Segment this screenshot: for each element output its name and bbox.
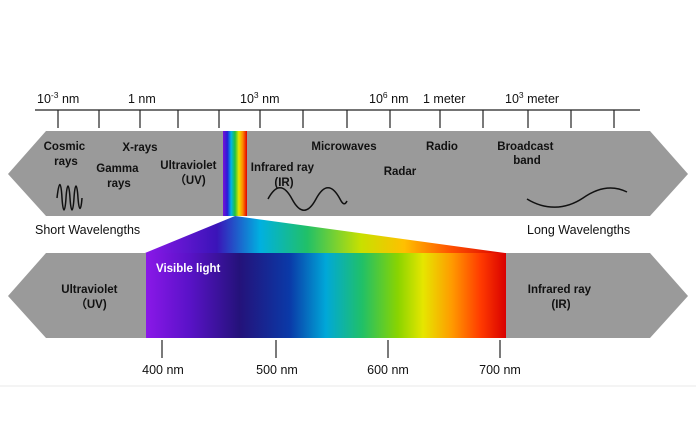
- bottom-label-700nm: 700 nm: [479, 363, 521, 377]
- band-label-x-rays: X-rays: [122, 142, 157, 154]
- short-wave-icon: [56, 183, 83, 211]
- bottom-scale: 400 nm 500 nm 600 nm 700 nm: [142, 340, 521, 377]
- long-wave-icon: [526, 187, 628, 208]
- band-labels: Cosmic rays Gamma rays X-rays Ultraviole…: [44, 141, 556, 190]
- top-tick-label-1e3meter: 103 meter: [505, 90, 559, 106]
- band-label-broadcast-band: Broadcast band: [497, 141, 556, 167]
- long-wavelengths-label: Long Wavelengths: [527, 223, 630, 237]
- visible-light-title: Visible light: [156, 263, 220, 275]
- band-label-infrared: Infrared ray (IR): [251, 162, 317, 189]
- bottom-label-500nm: 500 nm: [256, 363, 298, 377]
- top-scale: 10-3 nm 1 nm 103 nm 106 nm 1 meter 103 m…: [35, 90, 640, 128]
- visible-band-ultraviolet-label: Ultraviolet （UV): [61, 284, 120, 311]
- band-label-gamma-rays: Gamma rays: [96, 163, 141, 190]
- top-tick-label-1nm: 1 nm: [128, 92, 156, 106]
- band-label-cosmic-rays: Cosmic rays: [44, 141, 89, 168]
- top-tick-label-1e3nm: 103 nm: [240, 90, 279, 106]
- medium-wave-icon: [267, 187, 348, 211]
- top-scale-ticks: [57, 110, 615, 128]
- band-label-radio: Radio: [426, 141, 458, 153]
- visible-light-fan: [145, 216, 505, 253]
- band-label-ultraviolet: Ultraviolet （UV): [160, 160, 219, 187]
- top-tick-label-1e-3nm: 10-3 nm: [37, 90, 79, 106]
- full-spectrum-band: [8, 131, 688, 216]
- visible-band-infrared-label: Infrared ray (IR): [528, 284, 594, 311]
- band-label-microwaves: Microwaves: [311, 141, 376, 153]
- visible-light-strip: [223, 131, 247, 216]
- short-wavelengths-label: Short Wavelengths: [35, 223, 140, 237]
- visible-light-gradient: [146, 253, 506, 338]
- bottom-label-400nm: 400 nm: [142, 363, 184, 377]
- top-tick-label-1meter: 1 meter: [423, 92, 465, 106]
- top-tick-label-1e6nm: 106 nm: [369, 90, 408, 106]
- bottom-label-600nm: 600 nm: [367, 363, 409, 377]
- band-label-radar: Radar: [384, 166, 417, 178]
